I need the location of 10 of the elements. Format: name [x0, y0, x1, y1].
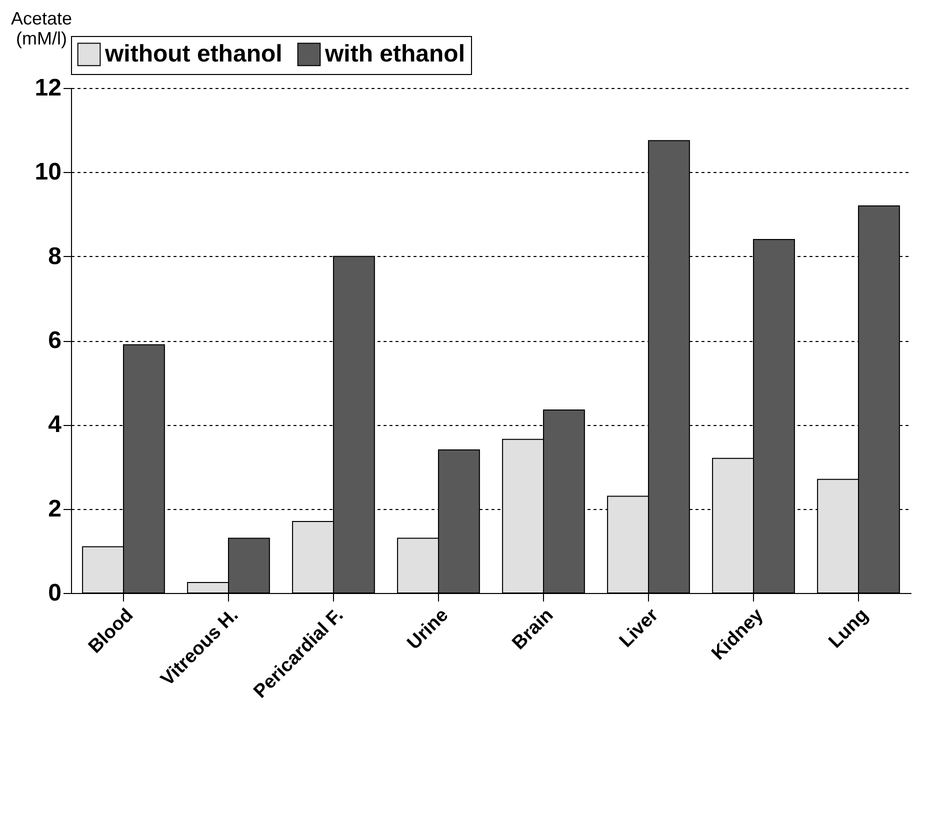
y-tick-label: 4	[48, 411, 62, 438]
y-tick-label: 6	[48, 327, 62, 354]
y-tick-label: 2	[48, 495, 62, 522]
legend-label: with ethanol	[324, 40, 465, 68]
y-tick-label: 0	[48, 580, 62, 606]
legend-label: without ethanol	[104, 40, 282, 68]
y-tick-label: 12	[34, 74, 62, 102]
y-axis-title: Acetate (mM/l)	[10, 8, 72, 48]
y-tick-label: 10	[34, 158, 62, 186]
y-tick-label: 8	[48, 242, 62, 270]
